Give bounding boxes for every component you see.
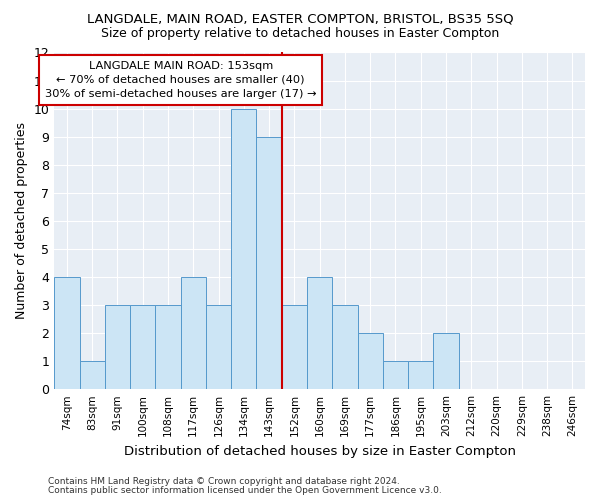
Bar <box>433 333 458 389</box>
Bar <box>383 361 408 389</box>
Bar <box>358 333 383 389</box>
Text: Contains public sector information licensed under the Open Government Licence v3: Contains public sector information licen… <box>48 486 442 495</box>
Bar <box>206 305 231 389</box>
Y-axis label: Number of detached properties: Number of detached properties <box>15 122 28 320</box>
Bar <box>231 108 256 389</box>
Bar <box>130 305 155 389</box>
Bar <box>256 136 282 389</box>
Bar <box>54 277 80 389</box>
Bar <box>332 305 358 389</box>
Text: Size of property relative to detached houses in Easter Compton: Size of property relative to detached ho… <box>101 28 499 40</box>
Text: Contains HM Land Registry data © Crown copyright and database right 2024.: Contains HM Land Registry data © Crown c… <box>48 477 400 486</box>
Bar <box>408 361 433 389</box>
Bar <box>282 305 307 389</box>
Bar <box>155 305 181 389</box>
Bar <box>105 305 130 389</box>
X-axis label: Distribution of detached houses by size in Easter Compton: Distribution of detached houses by size … <box>124 444 515 458</box>
Bar <box>80 361 105 389</box>
Text: LANGDALE MAIN ROAD: 153sqm
← 70% of detached houses are smaller (40)
30% of semi: LANGDALE MAIN ROAD: 153sqm ← 70% of deta… <box>45 61 316 99</box>
Text: LANGDALE, MAIN ROAD, EASTER COMPTON, BRISTOL, BS35 5SQ: LANGDALE, MAIN ROAD, EASTER COMPTON, BRI… <box>86 12 514 26</box>
Bar <box>307 277 332 389</box>
Bar <box>181 277 206 389</box>
